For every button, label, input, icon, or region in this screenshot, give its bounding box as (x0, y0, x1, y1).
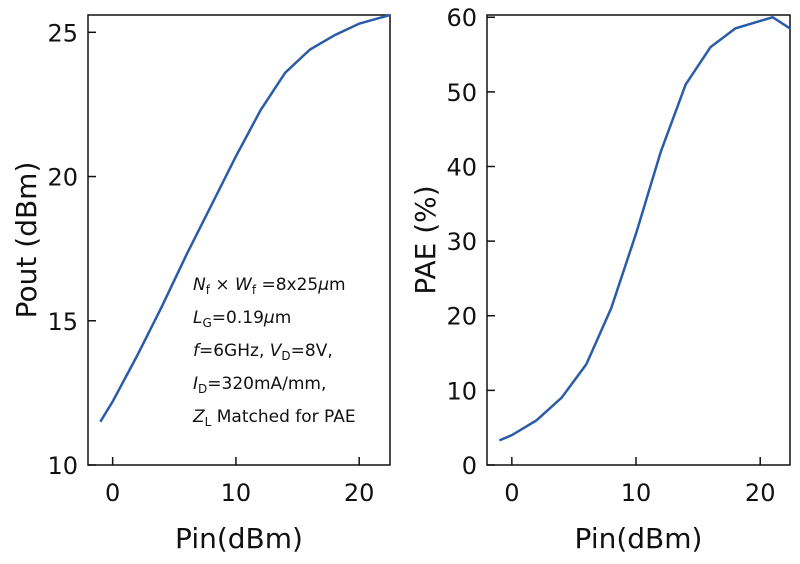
annotation-part: m (329, 275, 346, 295)
plot-frame (87, 14, 391, 466)
annotation: Nf × Wf =8x25μm (193, 275, 346, 297)
y-tick-label: 50 (446, 79, 477, 107)
y-tick-label: 10 (47, 452, 78, 480)
annotation: f=6GHz, VD=8V, (193, 341, 333, 363)
x-tick-label: 20 (344, 479, 375, 507)
annotation-part: f (252, 283, 257, 297)
annotation-part: Z (192, 407, 205, 427)
annotation-part: μ (263, 308, 275, 328)
annotation-part: L (193, 308, 202, 328)
annotation: LG=0.19μm (193, 308, 291, 330)
y-axis-label: PAE (%) (409, 185, 442, 294)
annotation-part: × (210, 275, 235, 295)
annotation-part: V (270, 341, 283, 361)
annotation-part: I (193, 374, 198, 394)
annotation-part: G (202, 316, 211, 330)
x-axis-label: Pin(dBm) (575, 522, 703, 555)
x-tick-label: 10 (221, 479, 252, 507)
y-tick-label: 60 (446, 4, 477, 32)
annotation-part: μ (317, 275, 329, 295)
x-axis-label: Pin(dBm) (175, 522, 303, 555)
y-tick-label: 0 (462, 452, 477, 480)
data-line (99, 13, 391, 423)
annotation-part: N (193, 275, 206, 295)
chart: 0 10 20 10 15 20 25 Pin(dBm) Pout (dBm) Nf × Wf =… (10, 13, 391, 555)
annotation-part: =8x25 (256, 275, 318, 295)
annotation-part: =320mA/mm, (207, 374, 326, 394)
annotation: ZL Matched for PAE (192, 407, 356, 429)
y-tick-label: 30 (446, 228, 477, 256)
annotation-part: D (198, 382, 207, 396)
y-tick-label: 10 (446, 377, 477, 405)
y-tick-label: 25 (47, 19, 78, 47)
annotation-part: L (205, 415, 212, 429)
annotation-part: Matched for PAE (211, 407, 355, 427)
annotation-part: f (206, 283, 211, 297)
annotation-part: D (281, 349, 290, 363)
y-tick-label: 20 (446, 303, 477, 331)
annotation-part: =6GHz, (199, 341, 270, 361)
plot-frame (486, 14, 791, 466)
annotation: ID=320mA/mm, (193, 374, 326, 396)
x-tick-label: 0 (504, 479, 519, 507)
y-tick-label: 40 (446, 153, 477, 181)
y-tick-label: 20 (47, 164, 78, 192)
annotation-part: m (275, 308, 292, 328)
x-tick-label: 20 (745, 479, 776, 507)
data-line (498, 15, 791, 442)
annotation-part: =0.19 (212, 308, 264, 328)
chart: 0 10 20 0 10 20 30 40 50 60 Pin(dBm) PAE (%) (409, 4, 791, 555)
annotation-part: f (193, 341, 202, 361)
y-axis-label: Pout (dBm) (10, 162, 43, 319)
y-tick-label: 15 (47, 308, 78, 336)
x-tick-label: 10 (621, 479, 652, 507)
annotation-part: W (235, 275, 253, 295)
annotation-part: =8V, (291, 341, 333, 361)
x-tick-label: 0 (105, 479, 120, 507)
